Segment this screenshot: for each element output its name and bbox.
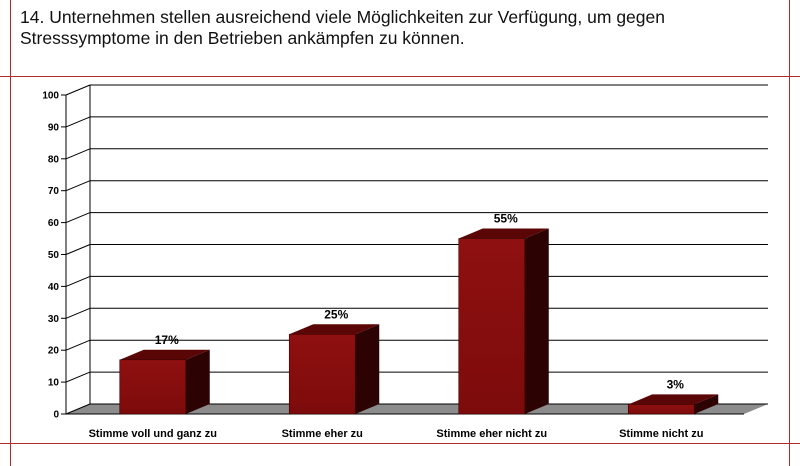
bar-side: [524, 228, 549, 414]
y-tick-label: 20: [48, 346, 60, 357]
y-tick-label: 100: [42, 91, 59, 102]
category-label: Stimme eher nicht zu: [436, 428, 547, 440]
left-divider-line: [10, 0, 11, 466]
bar: [458, 238, 526, 415]
data-label: 25%: [324, 307, 348, 321]
bar: [627, 404, 695, 415]
y-tick-label: 10: [48, 378, 60, 389]
bar-top: [119, 349, 210, 360]
gridline-diagonal: [65, 148, 91, 160]
bar-top: [289, 324, 380, 335]
chart-title: 14. Unternehmen stellen ausreichend viel…: [20, 7, 780, 49]
chart-title-line-1: 14. Unternehmen stellen ausreichend viel…: [20, 7, 665, 27]
y-tick-label: 30: [48, 314, 60, 325]
category-label: Stimme nicht zu: [619, 428, 703, 440]
bar-top: [458, 228, 549, 239]
data-label: 17%: [155, 333, 179, 347]
y-tick-label: 0: [53, 410, 59, 421]
gridline-diagonal: [65, 84, 91, 96]
bar-side: [185, 349, 210, 414]
bar: [119, 359, 187, 415]
gridline-diagonal: [65, 244, 91, 255]
gridline-diagonal: [65, 307, 91, 319]
bar-top: [628, 394, 719, 405]
bar-side: [355, 324, 380, 414]
gridline-diagonal: [65, 180, 91, 192]
bottom-divider-line: [0, 443, 800, 444]
y-tick-label: 70: [48, 186, 60, 197]
data-label: 3%: [667, 377, 685, 391]
category-label: Stimme eher zu: [282, 428, 363, 440]
y-tick-label: 90: [48, 122, 60, 133]
data-label: 55%: [494, 212, 518, 226]
chart-title-line-2: Stresssymptome in den Betrieben ankämpfe…: [20, 28, 465, 48]
y-tick-label: 50: [48, 250, 60, 261]
chart-floor: [66, 404, 768, 414]
gridline-diagonal: [65, 339, 91, 351]
y-tick-label: 60: [48, 218, 60, 229]
gridline-diagonal: [65, 275, 91, 287]
bar-side: [694, 394, 719, 414]
gridline-diagonal: [65, 116, 91, 128]
top-divider-line: [0, 76, 800, 77]
gridline-diagonal: [65, 403, 91, 415]
gridline-diagonal: [65, 371, 91, 383]
gridline-diagonal: [65, 212, 91, 224]
category-label: Stimme voll und ganz zu: [89, 428, 217, 440]
bar: [288, 333, 356, 415]
y-tick-label: 40: [48, 282, 60, 293]
right-divider-line: [789, 0, 790, 466]
y-tick-label: 80: [48, 154, 60, 165]
